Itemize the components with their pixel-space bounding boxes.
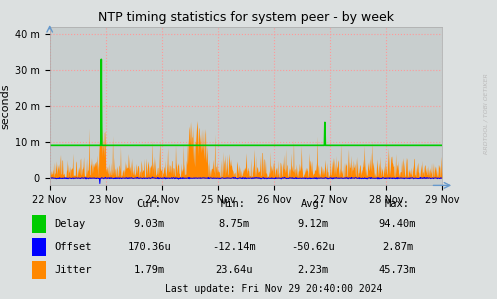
Text: Max:: Max: (385, 199, 410, 209)
FancyBboxPatch shape (32, 261, 46, 279)
Text: 2.23m: 2.23m (298, 265, 329, 275)
Title: NTP timing statistics for system peer - by week: NTP timing statistics for system peer - … (98, 11, 394, 24)
Text: 8.75m: 8.75m (218, 219, 249, 229)
Y-axis label: seconds: seconds (1, 83, 11, 129)
FancyBboxPatch shape (32, 215, 46, 233)
Text: -50.62u: -50.62u (291, 242, 335, 252)
Text: Min:: Min: (221, 199, 246, 209)
Text: 94.40m: 94.40m (379, 219, 416, 229)
Text: Last update: Fri Nov 29 20:40:00 2024: Last update: Fri Nov 29 20:40:00 2024 (165, 284, 382, 294)
Text: 9.03m: 9.03m (134, 219, 165, 229)
Text: Avg:: Avg: (301, 199, 326, 209)
Text: Jitter: Jitter (55, 265, 92, 275)
Text: 23.64u: 23.64u (215, 265, 252, 275)
Text: 9.12m: 9.12m (298, 219, 329, 229)
Text: 1.79m: 1.79m (134, 265, 165, 275)
Text: 45.73m: 45.73m (379, 265, 416, 275)
Text: RRDTOOL / TOBI OETIKER: RRDTOOL / TOBI OETIKER (484, 73, 489, 154)
Text: 2.87m: 2.87m (382, 242, 413, 252)
Text: Delay: Delay (55, 219, 86, 229)
FancyBboxPatch shape (32, 238, 46, 256)
Text: Cur:: Cur: (137, 199, 162, 209)
Text: 170.36u: 170.36u (127, 242, 171, 252)
Text: -12.14m: -12.14m (212, 242, 255, 252)
Text: Offset: Offset (55, 242, 92, 252)
